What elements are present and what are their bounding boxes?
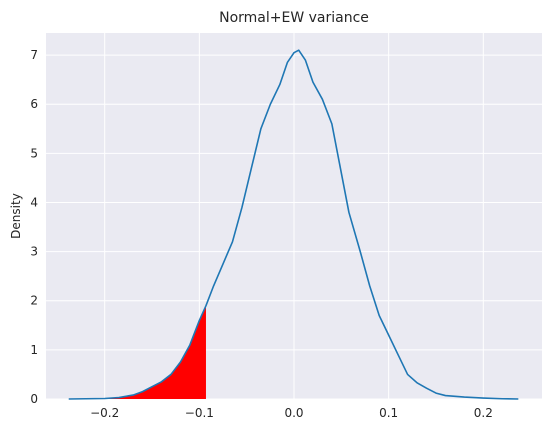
y-tick-label: 2 <box>30 294 38 308</box>
chart-title: Normal+EW variance <box>219 10 369 26</box>
shaded-tail-area <box>68 305 206 399</box>
y-tick-label: 3 <box>30 245 38 259</box>
y-tick-labels: 0 1 2 3 4 5 6 7 <box>30 48 38 406</box>
y-tick-label: 4 <box>30 195 38 209</box>
x-tick-label: −0.2 <box>90 406 119 420</box>
y-tick-label: 6 <box>30 97 38 111</box>
x-tick-label: 0.0 <box>284 406 303 420</box>
y-tick-label: 0 <box>30 392 38 406</box>
y-tick-label: 5 <box>30 146 38 160</box>
x-tick-label: 0.1 <box>379 406 398 420</box>
x-tick-label: −0.1 <box>185 406 214 420</box>
x-tick-labels: −0.2 −0.1 0.0 0.1 0.2 <box>90 406 493 420</box>
y-tick-label: 1 <box>30 343 38 357</box>
x-tick-label: 0.2 <box>474 406 493 420</box>
y-axis-label: Density <box>9 193 23 239</box>
grid-lines <box>46 33 542 400</box>
y-tick-label: 7 <box>30 48 38 62</box>
density-curve <box>68 49 519 400</box>
